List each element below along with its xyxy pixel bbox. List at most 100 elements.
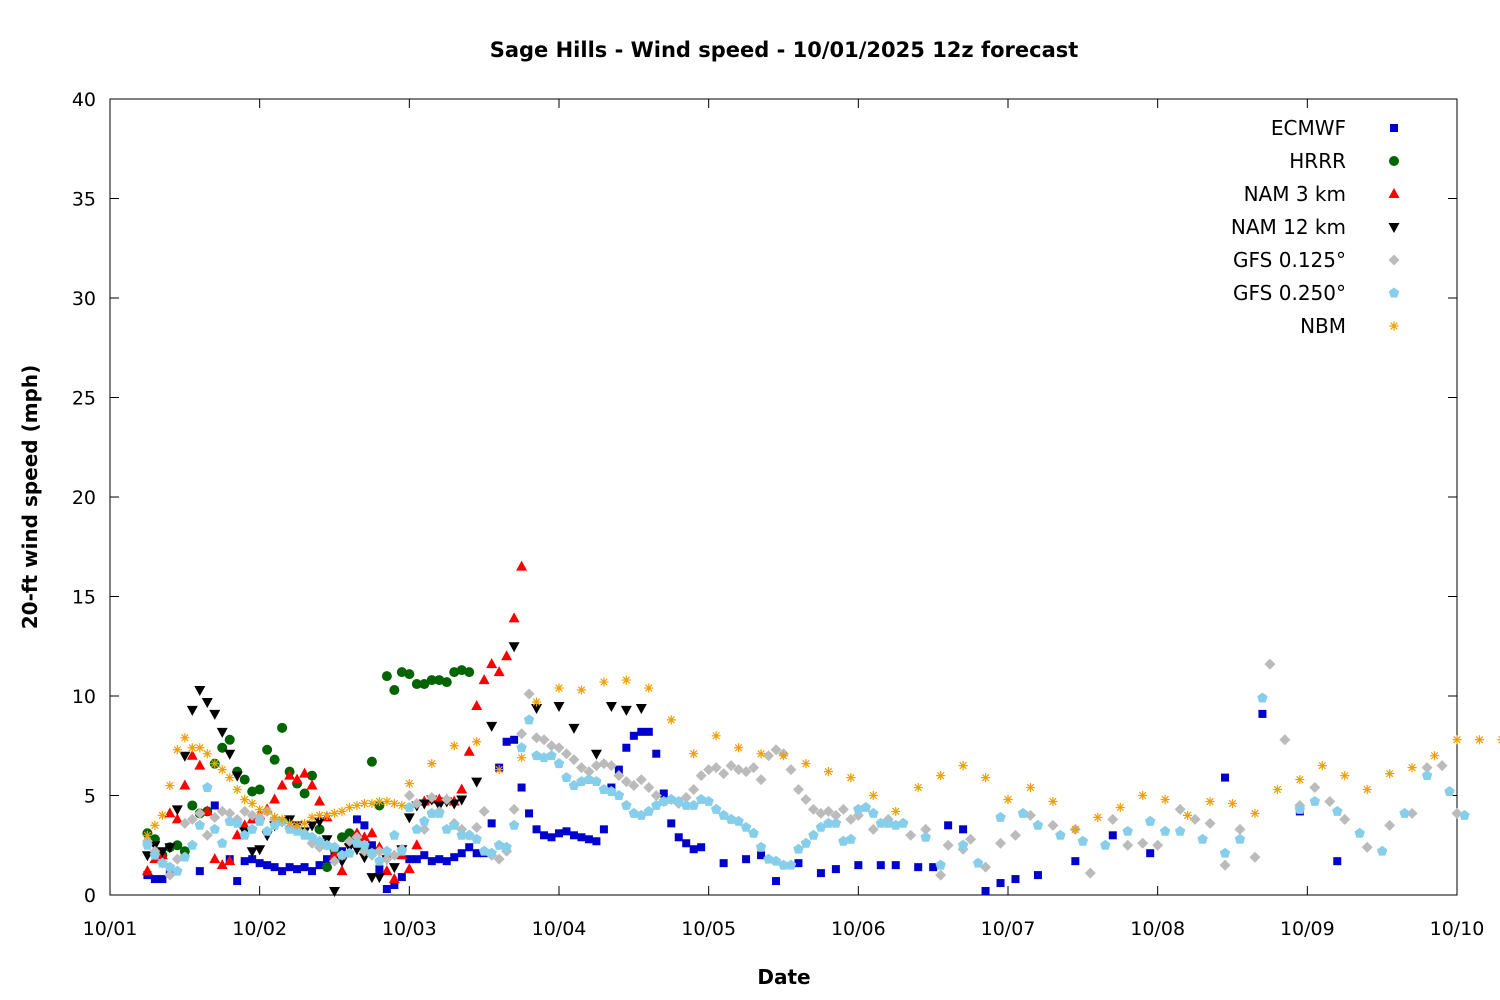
legend-marker: [1389, 156, 1399, 166]
data-point: [255, 804, 265, 815]
data-point: [352, 815, 361, 824]
data-point: [299, 767, 311, 778]
data-point: [1138, 790, 1148, 801]
data-point: [1258, 709, 1267, 718]
data-point: [757, 851, 766, 860]
data-point: [1309, 782, 1321, 794]
data-point: [1107, 813, 1119, 825]
data-point: [929, 863, 938, 872]
data-point: [448, 799, 460, 810]
data-point: [209, 709, 221, 720]
data-point: [620, 776, 632, 788]
data-point: [285, 863, 294, 872]
data-point: [1152, 839, 1164, 851]
data-point: [1362, 784, 1372, 795]
data-point: [980, 772, 991, 783]
data-point: [1055, 829, 1066, 840]
data-point: [179, 779, 191, 790]
data-point: [269, 754, 280, 765]
data-point: [553, 742, 565, 754]
data-point: [733, 815, 744, 826]
data-point: [695, 793, 707, 804]
data-point: [358, 831, 370, 842]
data-point: [403, 790, 415, 801]
data-point: [1115, 802, 1125, 813]
data-point: [373, 845, 385, 857]
data-point: [224, 815, 235, 826]
series-ecmwf: [143, 709, 1342, 896]
data-point: [388, 873, 400, 884]
data-point: [404, 778, 414, 789]
data-point: [785, 764, 797, 776]
data-point: [1032, 819, 1044, 830]
x-tick-label: 10/08: [1130, 918, 1185, 940]
data-point: [823, 767, 833, 777]
data-point: [231, 817, 243, 828]
data-point: [959, 825, 968, 834]
data-point: [411, 839, 423, 850]
data-point: [673, 795, 684, 806]
data-point: [373, 873, 385, 884]
data-point: [224, 734, 235, 745]
data-point: [329, 887, 340, 898]
data-point: [740, 821, 752, 832]
legend-label: GFS 0.250°: [1233, 281, 1346, 305]
data-point: [531, 697, 542, 707]
data-point: [508, 642, 520, 653]
data-point: [867, 823, 879, 835]
data-point: [389, 798, 399, 809]
data-point: [165, 780, 175, 791]
data-point: [837, 803, 849, 815]
data-point: [231, 829, 243, 840]
data-point: [1017, 807, 1029, 818]
data-point: [254, 784, 265, 795]
data-point: [337, 806, 347, 817]
data-point: [344, 802, 355, 813]
data-point: [635, 774, 647, 786]
data-point: [808, 829, 819, 840]
data-point: [659, 789, 668, 798]
data-point: [785, 859, 797, 870]
x-axis-label: Date: [757, 965, 810, 989]
data-point: [291, 773, 303, 784]
data-point: [255, 859, 264, 868]
data-point: [643, 782, 655, 794]
data-point: [516, 728, 528, 740]
data-point: [263, 861, 272, 870]
data-point: [725, 813, 737, 824]
data-point: [329, 855, 340, 867]
data-point: [510, 735, 519, 744]
data-point: [816, 869, 825, 878]
series-nbm: [142, 675, 1500, 840]
data-point: [815, 821, 827, 832]
data-point: [239, 805, 251, 817]
data-point: [1279, 734, 1291, 746]
data-point: [359, 839, 370, 850]
data-point: [247, 798, 257, 809]
y-tick-label: 10: [72, 686, 96, 708]
data-point: [157, 857, 168, 868]
data-point: [666, 793, 677, 804]
data-point: [352, 800, 362, 811]
data-point: [494, 765, 504, 775]
data-point: [239, 829, 250, 840]
data-point: [464, 667, 475, 678]
data-point: [419, 679, 430, 690]
data-point: [734, 743, 744, 753]
data-point: [336, 832, 347, 843]
data-point: [981, 887, 990, 896]
data-point: [1333, 857, 1342, 866]
data-point: [680, 799, 692, 810]
data-point: [755, 774, 767, 786]
data-point: [471, 699, 483, 710]
data-point: [254, 845, 266, 856]
data-point: [314, 817, 326, 828]
data-point: [187, 743, 197, 753]
data-point: [755, 841, 767, 852]
data-point: [598, 784, 610, 794]
data-point: [441, 677, 452, 688]
data-point: [366, 827, 378, 838]
data-point: [1354, 827, 1365, 838]
data-point: [995, 837, 1007, 849]
data-point: [793, 843, 804, 854]
